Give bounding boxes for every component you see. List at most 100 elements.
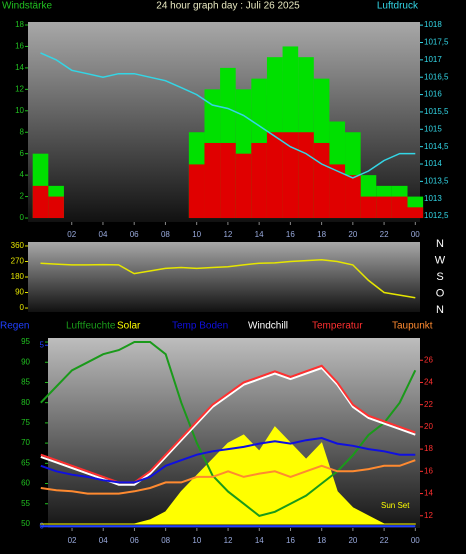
x-tick-label: 10 <box>192 536 201 545</box>
tick-label: 5 <box>40 340 45 349</box>
legend-entry: Windchill <box>248 321 288 332</box>
x-tick-label: 06 <box>130 536 139 545</box>
series-line <box>40 436 416 484</box>
x-tick-label: 02 <box>67 230 76 239</box>
wind-bar <box>220 142 236 219</box>
wind-bar <box>188 164 205 219</box>
x-tick-label: 16 <box>286 536 295 545</box>
axis-label: Windstärke <box>2 1 52 12</box>
tick-label: 1014,5 <box>424 142 449 151</box>
x-tick-label: 10 <box>192 230 201 239</box>
wind-bar <box>32 185 49 219</box>
tick-label: 80 <box>21 398 30 407</box>
legend-entry: Temperatur <box>312 321 363 332</box>
x-tick-label: 08 <box>161 536 170 545</box>
legend-entry: Luftfeuchte <box>66 321 116 332</box>
tick-label: 14 <box>424 489 433 498</box>
tick-label: 18 <box>15 20 24 29</box>
tick-label: 6 <box>20 149 25 158</box>
tick-label: 1017,5 <box>424 38 449 47</box>
tick-label: 16 <box>424 466 433 475</box>
wind-bar <box>204 142 221 219</box>
tick-label: 85 <box>21 378 30 387</box>
tick-label: 55 <box>21 499 30 508</box>
x-tick-label: 00 <box>411 230 420 239</box>
x-tick-label: 12 <box>223 230 232 239</box>
x-tick-label: 16 <box>286 230 295 239</box>
tick-label: 26 <box>424 355 433 364</box>
compass-label: S <box>436 271 443 283</box>
tick-label: 1013 <box>424 194 442 203</box>
wind-bar <box>235 153 252 219</box>
x-tick-label: 22 <box>380 230 389 239</box>
tick-label: 0 <box>20 303 25 312</box>
wind-bar <box>376 196 392 219</box>
wind-bar <box>360 196 377 219</box>
compass-label: W <box>435 254 446 266</box>
wind-bar <box>266 132 283 219</box>
tick-label: 1017 <box>424 55 442 64</box>
solar-area <box>40 426 416 525</box>
tick-label: 270 <box>11 257 25 266</box>
wind-bar <box>298 132 314 219</box>
compass-label: N <box>436 304 444 316</box>
x-tick-label: 18 <box>317 536 326 545</box>
legend-entry: Regen <box>0 321 29 332</box>
chart-title: 24 hour graph day : Juli 26 2025 <box>156 1 300 12</box>
tick-label: 2 <box>20 192 25 201</box>
plot-layer <box>32 46 424 219</box>
x-tick-label: 12 <box>224 536 233 545</box>
tick-label: 1015,5 <box>424 107 449 116</box>
tick-label: 12 <box>15 84 24 93</box>
x-tick-label: 02 <box>68 536 77 545</box>
plot-layer <box>40 259 416 299</box>
x-tick-label: 04 <box>99 536 108 545</box>
series-line <box>40 259 416 299</box>
tick-label: 1012,5 <box>424 211 449 220</box>
plot-layer <box>40 341 417 528</box>
tick-label: 16 <box>15 42 24 51</box>
tick-label: 1016 <box>424 90 442 99</box>
tick-label: 50 <box>21 519 30 528</box>
tick-label: 4 <box>20 170 25 179</box>
x-tick-label: 20 <box>348 536 357 545</box>
tick-label: 360 <box>11 241 25 250</box>
legend-entry: Solar <box>117 321 141 332</box>
tick-label: 1014 <box>424 159 442 168</box>
tick-label: 14 <box>15 63 24 72</box>
legend-entry: Taupunkt <box>392 321 433 332</box>
plot-bg <box>28 242 420 312</box>
legend-entry: Temp Boden <box>172 321 228 332</box>
x-tick-label: 14 <box>255 536 264 545</box>
tick-label: 95 <box>21 337 30 346</box>
annotation: Sun Set <box>381 501 410 510</box>
wind-bar <box>391 196 408 219</box>
x-tick-label: 20 <box>348 230 357 239</box>
tick-label: 12 <box>424 511 433 520</box>
wind-bar <box>407 207 424 219</box>
tick-label: 90 <box>15 288 24 297</box>
axis-label: Luftdruck <box>377 1 419 12</box>
x-tick-label: 14 <box>255 230 264 239</box>
tick-label: 60 <box>21 479 30 488</box>
series-line <box>40 341 417 517</box>
tick-label: 0 <box>20 213 25 222</box>
tick-label: 8 <box>20 127 25 136</box>
wind-bar <box>251 142 267 219</box>
x-tick-label: 06 <box>130 230 139 239</box>
tick-label: 1018 <box>424 20 442 29</box>
compass-label: O <box>436 287 445 299</box>
x-tick-label: 22 <box>380 536 389 545</box>
wind-bar <box>282 132 299 219</box>
x-tick-label: 04 <box>99 230 108 239</box>
x-tick-label: 08 <box>161 230 170 239</box>
tick-label: 22 <box>424 400 433 409</box>
series-line <box>40 459 416 495</box>
series-line <box>40 52 416 179</box>
tick-label: 20 <box>424 422 433 431</box>
tick-label: 1015 <box>424 124 442 133</box>
wind-bar <box>48 196 64 219</box>
tick-label: 180 <box>11 272 25 281</box>
